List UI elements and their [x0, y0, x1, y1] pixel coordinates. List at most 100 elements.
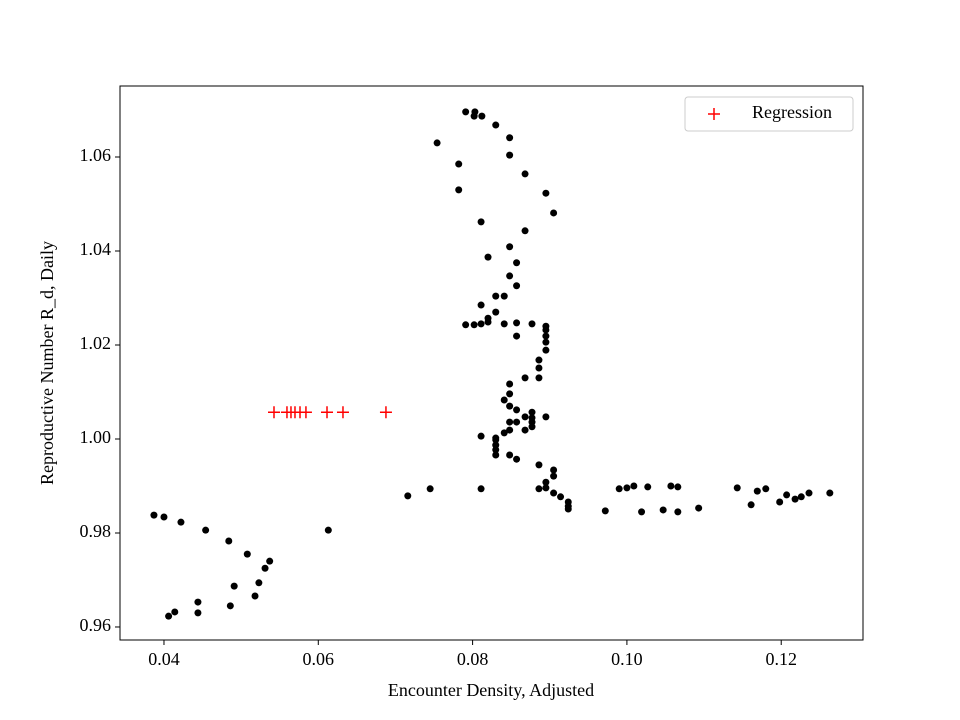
- point: [513, 406, 521, 414]
- point: [762, 485, 770, 493]
- point: [513, 282, 521, 290]
- point: [455, 160, 463, 168]
- point: [506, 243, 514, 251]
- point: [542, 326, 550, 334]
- x-axis-label: Encounter Density, Adjusted: [388, 680, 594, 700]
- legend-box: [684, 96, 854, 132]
- point: [470, 112, 478, 120]
- point: [783, 491, 791, 499]
- point: [557, 493, 565, 501]
- point: [500, 429, 508, 437]
- point: [513, 455, 521, 463]
- x-tick-label: 0.04: [148, 649, 180, 669]
- point: [506, 418, 514, 426]
- point: [521, 426, 529, 434]
- point: [542, 346, 550, 354]
- point: [324, 526, 332, 534]
- point: [747, 501, 755, 509]
- point: [492, 436, 500, 444]
- point: [674, 508, 682, 516]
- point: [550, 466, 558, 474]
- y-tick-label: 0.98: [80, 521, 112, 541]
- point: [268, 406, 281, 419]
- point: [477, 301, 485, 309]
- point: [542, 478, 550, 486]
- point: [492, 446, 500, 454]
- legend-marker: [708, 108, 720, 120]
- point: [535, 364, 543, 372]
- point: [492, 292, 500, 300]
- point: [506, 380, 514, 388]
- point: [535, 485, 543, 493]
- point: [674, 483, 682, 491]
- point: [194, 598, 202, 606]
- point: [630, 482, 638, 490]
- point: [521, 170, 529, 178]
- point: [226, 602, 234, 610]
- point: [513, 319, 521, 327]
- point: [542, 189, 550, 197]
- point: [791, 495, 799, 503]
- point: [478, 112, 486, 120]
- point: [379, 406, 392, 419]
- point: [550, 489, 558, 497]
- point: [150, 511, 158, 519]
- point: [542, 484, 550, 492]
- point: [500, 292, 508, 300]
- y-tick-label: 1.02: [80, 333, 112, 353]
- point: [528, 408, 536, 416]
- point: [321, 406, 334, 419]
- point: [542, 413, 550, 421]
- point: [805, 489, 813, 497]
- point: [477, 485, 485, 493]
- point: [243, 550, 251, 558]
- x-tick-label: 0.12: [765, 649, 797, 669]
- point: [462, 108, 470, 116]
- point: [733, 484, 741, 492]
- point: [513, 418, 521, 426]
- point: [171, 608, 179, 616]
- y-tick-label: 1.06: [80, 145, 112, 165]
- point: [506, 151, 514, 159]
- point: [542, 332, 550, 340]
- point: [336, 406, 349, 419]
- point: [659, 506, 667, 514]
- point: [462, 321, 470, 329]
- point: [160, 513, 168, 521]
- point: [202, 526, 210, 534]
- point: [492, 308, 500, 316]
- point: [564, 505, 572, 513]
- point: [165, 612, 173, 620]
- point: [535, 461, 543, 469]
- point: [433, 139, 441, 147]
- point: [776, 498, 784, 506]
- y-tick-label: 1.00: [80, 427, 112, 447]
- point: [261, 564, 269, 572]
- legend-label: Regression: [752, 102, 832, 122]
- point: [513, 332, 521, 340]
- point: [506, 272, 514, 280]
- point: [266, 557, 274, 565]
- point: [550, 472, 558, 480]
- point: [521, 413, 529, 421]
- x-tick-label: 0.10: [611, 649, 643, 669]
- point: [623, 484, 631, 492]
- point: [251, 592, 259, 600]
- point: [477, 218, 485, 226]
- point: [500, 320, 508, 328]
- point: [484, 253, 492, 261]
- point: [550, 209, 558, 217]
- point: [500, 396, 508, 404]
- point: [542, 338, 550, 346]
- point: [477, 320, 485, 328]
- point: [528, 320, 536, 328]
- point: [255, 579, 263, 587]
- point: [455, 186, 463, 194]
- point: [615, 485, 623, 493]
- point: [492, 121, 500, 129]
- point: [535, 374, 543, 382]
- point: [506, 451, 514, 459]
- y-axis-label: Reproductive Number R_d, Daily: [37, 241, 57, 485]
- point: [404, 492, 412, 500]
